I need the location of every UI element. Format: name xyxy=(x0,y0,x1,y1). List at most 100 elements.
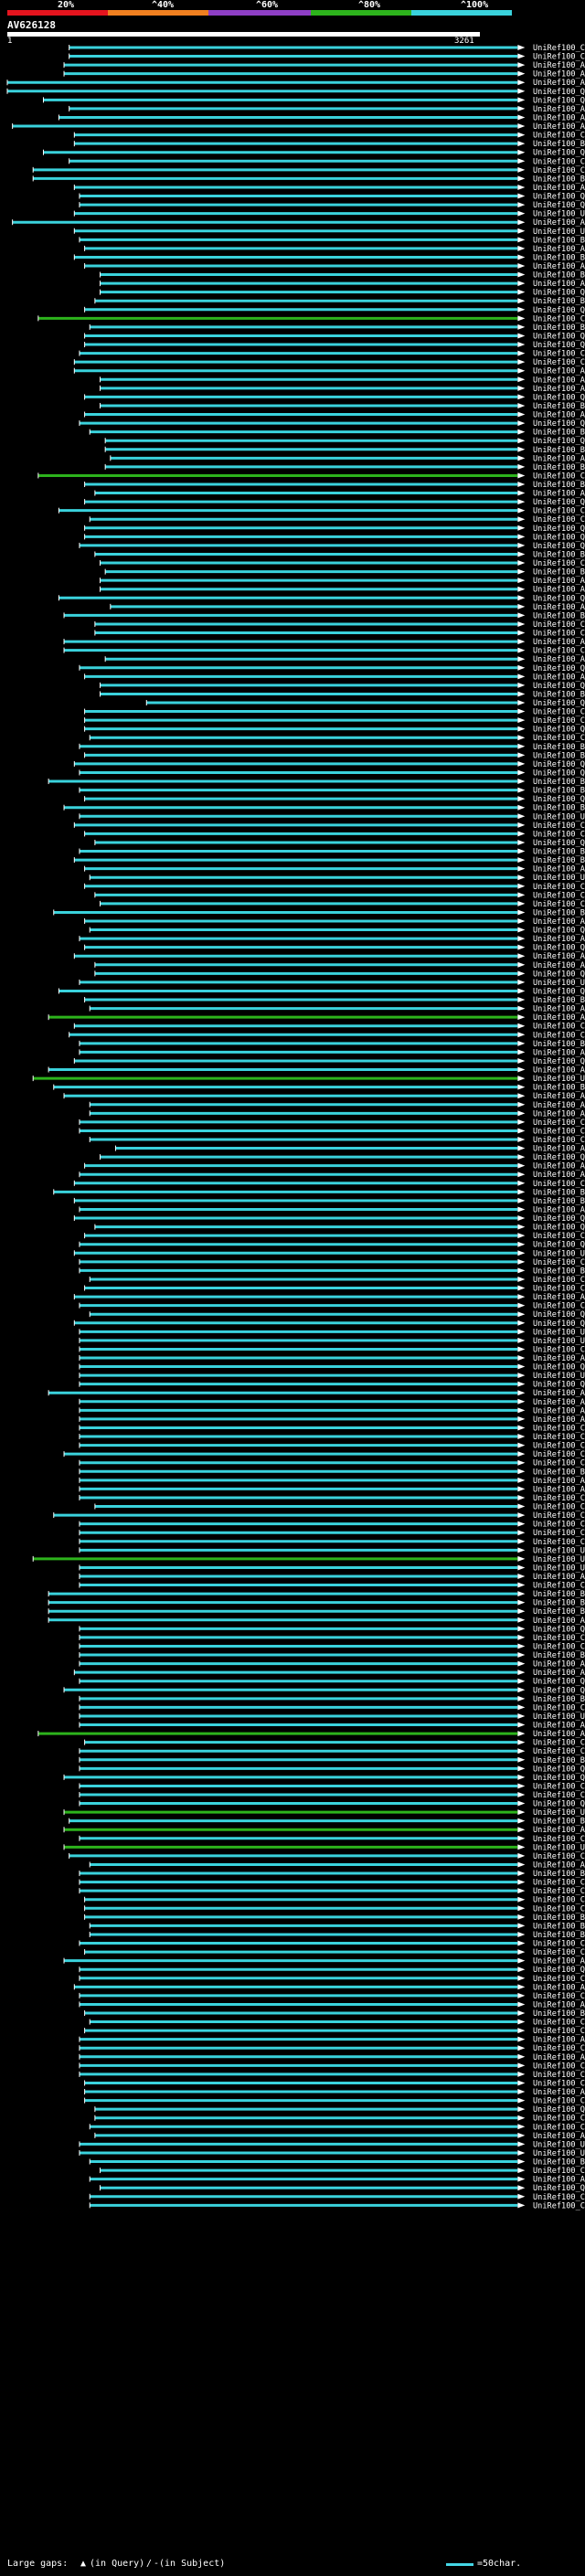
hit-row[interactable]: UniRef100_C4JMZ4 xyxy=(100,559,585,568)
hit-row[interactable]: UniRef100_A6Q1E8 xyxy=(79,1354,585,1363)
hit-row[interactable]: UniRef100_B1W3F9 xyxy=(48,778,585,787)
hit-row[interactable]: UniRef100_UP1000... xyxy=(79,1328,585,1337)
hit-label[interactable]: UniRef100_C1YYT2 xyxy=(533,1782,585,1791)
hit-row[interactable]: UniRef100_B9RW83 xyxy=(89,429,585,438)
hit-label[interactable]: UniRef100_B5QBP2 xyxy=(533,856,585,865)
hit-row[interactable]: UniRef100_A6WSF4 xyxy=(79,1573,585,1582)
hit-row[interactable]: UniRef100_Q6A948 xyxy=(79,1678,585,1687)
hit-row[interactable]: UniRef100_C0UBZ2 xyxy=(79,1538,585,1547)
hit-row[interactable]: UniRef100_A4RTQ1 xyxy=(63,61,585,70)
hit-label[interactable]: UniRef100_UP1000... xyxy=(533,812,585,822)
hit-row[interactable]: UniRef100_C2WBW6 xyxy=(79,1529,585,1538)
hit-label[interactable]: UniRef100_Q9L2B6 xyxy=(533,1214,585,1224)
hit-row[interactable]: UniRef100_B3VHT6 xyxy=(84,2009,585,2019)
hit-label[interactable]: UniRef100_B7K686 xyxy=(533,1040,585,1049)
hit-label[interactable]: UniRef100_Q2RMJ0 xyxy=(533,769,585,778)
hit-label[interactable]: UniRef100_UP1000... xyxy=(533,1712,585,1722)
hit-label[interactable]: UniRef100_A9RLD0 xyxy=(533,122,585,132)
hit-label[interactable]: UniRef100_A6BF96 xyxy=(533,2176,585,2185)
hit-row[interactable]: UniRef100_Q69LA6 xyxy=(79,201,585,210)
hit-row[interactable]: UniRef100_C0W3S2 xyxy=(79,1747,585,1756)
hit-label[interactable]: UniRef100_UP1000... xyxy=(533,210,585,219)
hit-row[interactable]: UniRef100_B8E121 xyxy=(79,848,585,857)
hit-label[interactable]: UniRef100_A4GCC3 xyxy=(533,1826,585,1835)
hit-label[interactable]: UniRef100_A5Q5D1 xyxy=(533,1092,585,1101)
hit-row[interactable]: UniRef100_Q9C8J4 xyxy=(84,533,585,542)
hit-row[interactable]: UniRef100_C7N150 xyxy=(79,1127,585,1136)
hit-row[interactable]: UniRef100_C9Q638 xyxy=(79,1118,585,1128)
hit-label[interactable]: UniRef100_A9TIG0 xyxy=(533,105,585,114)
hit-row[interactable]: UniRef100_B0T217 xyxy=(79,1695,585,1704)
hit-row[interactable]: UniRef100_Q54JA7 xyxy=(79,1765,585,1774)
hit-label[interactable]: UniRef100_A2SS11 xyxy=(533,1162,585,1171)
hit-label[interactable]: UniRef100_A1UF05 xyxy=(533,1171,585,1180)
hit-row[interactable]: UniRef100_A9V343 xyxy=(63,638,585,647)
hit-row[interactable]: UniRef100_Q0RNV1 xyxy=(100,682,585,691)
hit-label[interactable]: UniRef100_B9X9E5 xyxy=(533,1818,585,1827)
hit-label[interactable]: UniRef100_B9RW83 xyxy=(533,429,585,438)
hit-label[interactable]: UniRef100_B5HQQ4 xyxy=(533,1197,585,1206)
hit-row[interactable]: UniRef100_A6R937 xyxy=(100,376,585,385)
hit-label[interactable]: UniRef100_B9PVH6 xyxy=(533,1599,585,1608)
hit-row[interactable]: UniRef100_A1DF23 xyxy=(84,245,585,254)
hit-row[interactable]: UniRef100_B6WYH5 xyxy=(79,1468,585,1477)
hit-row[interactable]: UniRef100_A1UF05 xyxy=(79,1171,585,1180)
hit-label[interactable]: UniRef100_A2W0H5 xyxy=(533,1617,585,1626)
hit-label[interactable]: UniRef100_B6KMU3 xyxy=(533,1607,585,1617)
hit-row[interactable]: UniRef100_C2E904 xyxy=(89,1136,585,1145)
hit-label[interactable]: UniRef100_C3VVS1 xyxy=(533,1992,585,2001)
hit-row[interactable]: UniRef100_B4SS32 xyxy=(89,323,585,333)
hit-label[interactable]: UniRef100_C1MUR9 xyxy=(533,647,585,656)
hit-label[interactable]: UniRef100_A9TWQ5 xyxy=(533,218,585,228)
hit-row[interactable]: UniRef100_Q5SXN5 xyxy=(42,149,585,158)
hit-label[interactable]: UniRef100_UP1000... xyxy=(533,1843,585,1852)
hit-row[interactable]: UniRef100_B8G663 xyxy=(100,402,585,411)
hit-label[interactable]: UniRef100_C7HPG1 xyxy=(533,2115,585,2124)
hit-label[interactable]: UniRef100_A7EK77 xyxy=(533,1477,585,1486)
hit-label[interactable]: UniRef100_A6R937 xyxy=(533,376,585,385)
hit-label[interactable]: UniRef100_C1C235 xyxy=(533,350,585,359)
hit-row[interactable]: UniRef100_B0MPA6 xyxy=(79,1870,585,1879)
hit-row[interactable]: UniRef100_A5Q5D1 xyxy=(63,1092,585,1101)
hit-row[interactable]: UniRef100_Q6CAU5 xyxy=(94,839,585,848)
hit-label[interactable]: UniRef100_C6WGY5 xyxy=(533,1276,585,1285)
hit-row[interactable]: UniRef100_B6KMU3 xyxy=(48,1607,585,1617)
hit-row[interactable]: UniRef100_A3TK38 xyxy=(79,1048,585,1057)
hit-label[interactable]: UniRef100_C0W3S2 xyxy=(533,1747,585,1756)
hit-row[interactable]: UniRef100_A7E4T5 xyxy=(100,577,585,586)
hit-label[interactable]: UniRef100_C3NMB6 xyxy=(533,822,585,831)
hit-label[interactable]: UniRef100_B4FQA2 xyxy=(533,175,585,184)
hit-row[interactable]: UniRef100_A7JL07 xyxy=(114,1145,585,1154)
hit-label[interactable]: UniRef100_UP1000... xyxy=(533,1555,585,1564)
hit-row[interactable]: UniRef100_Q9L2B6 xyxy=(73,1214,585,1224)
hit-row[interactable]: UniRef100_C6QQ42 xyxy=(69,1031,585,1040)
hit-row[interactable]: UniRef100_C6WGY5 xyxy=(89,1276,585,1285)
hit-label[interactable]: UniRef100_B8ZUG3 xyxy=(533,1756,585,1765)
hit-label[interactable]: UniRef100_B5Y3H4 xyxy=(533,253,585,262)
hit-row[interactable]: UniRef100_Q5K9Z1 xyxy=(84,795,585,804)
hit-label[interactable]: UniRef100_A5Z3U5 xyxy=(533,2088,585,2097)
hit-row[interactable]: UniRef100_Q5VTD8 xyxy=(63,1686,585,1695)
hit-label[interactable]: UniRef100_B9SQ22 xyxy=(533,297,585,306)
hit-row[interactable]: UniRef100_B6XED5 xyxy=(79,1267,585,1276)
hit-label[interactable]: UniRef100_C4Z143 xyxy=(533,1940,585,1949)
hit-label[interactable]: UniRef100_C5AR38 xyxy=(533,1494,585,1503)
hit-label[interactable]: UniRef100_Q39963 xyxy=(533,542,585,551)
hit-label[interactable]: UniRef100_A4RWU0 xyxy=(533,70,585,80)
hit-label[interactable]: UniRef100_Q1K627 xyxy=(533,664,585,673)
hit-label[interactable]: UniRef100_C3XEZ3 xyxy=(533,515,585,525)
hit-label[interactable]: UniRef100_C1MJP7 xyxy=(533,53,585,62)
hit-label[interactable]: UniRef100_B6H0D1 xyxy=(533,568,585,578)
hit-label[interactable]: UniRef100_B1N5X0 xyxy=(533,1084,585,1093)
hit-row[interactable]: UniRef100_A6BUC7 xyxy=(79,2036,585,2045)
hit-row[interactable]: UniRef100_Q9C1X6 xyxy=(73,1320,585,1329)
hit-row[interactable]: UniRef100_UP1000... xyxy=(79,1337,585,1346)
hit-label[interactable]: UniRef100_Q9EWN1 xyxy=(533,393,585,402)
hit-label[interactable]: UniRef100_C6PC70 xyxy=(533,1887,585,1896)
hit-row[interactable]: UniRef100_B2WYY3 xyxy=(63,611,585,620)
hit-row[interactable]: UniRef100_C8N4G3 xyxy=(79,1582,585,1591)
hit-row[interactable]: UniRef100_C3NMB6 xyxy=(73,822,585,831)
hit-label[interactable]: UniRef100_Q0RNV1 xyxy=(533,682,585,691)
hit-row[interactable]: UniRef100_A2QGS0 xyxy=(94,490,585,499)
hit-label[interactable]: UniRef100_Q3Z9M1 xyxy=(533,970,585,979)
